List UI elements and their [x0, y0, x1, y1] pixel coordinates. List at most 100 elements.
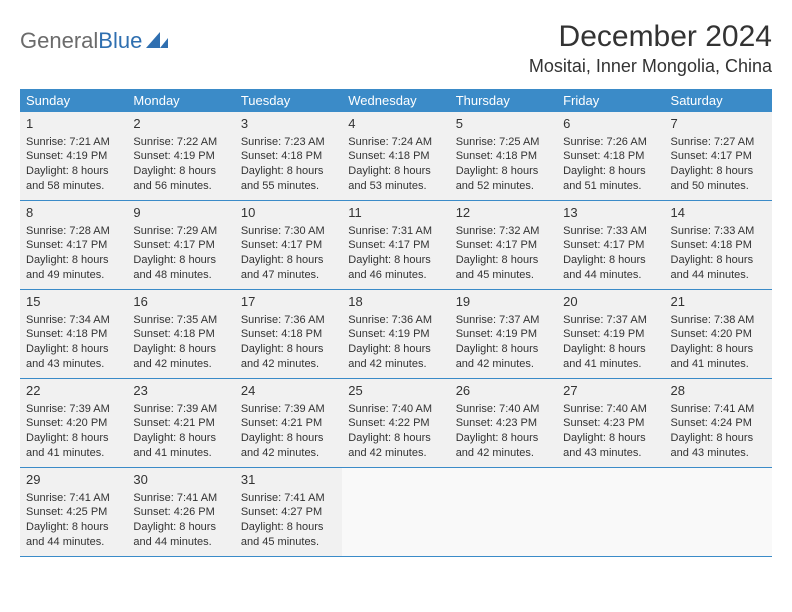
title-block: December 2024 Mositai, Inner Mongolia, C…: [529, 20, 772, 85]
day-info-line: and 47 minutes.: [241, 268, 336, 283]
day-cell: 14Sunrise: 7:33 AMSunset: 4:18 PMDayligh…: [665, 201, 772, 289]
day-info-line: Sunset: 4:17 PM: [26, 238, 121, 253]
day-info-line: and 42 minutes.: [348, 446, 443, 461]
day-info-line: and 44 minutes.: [563, 268, 658, 283]
day-info-line: Daylight: 8 hours: [241, 520, 336, 535]
day-cell: 13 Sunrise: 7:33 AMSunset: 4:17 PMDayligh…: [557, 201, 664, 289]
day-header-saturday: Saturday: [665, 89, 772, 112]
day-cell: [450, 468, 557, 556]
day-number: 24: [241, 382, 336, 400]
day-info-line: Sunset: 4:17 PM: [671, 149, 766, 164]
day-info-line: Daylight: 8 hours: [26, 431, 121, 446]
day-info-line: Sunset: 4:25 PM: [26, 505, 121, 520]
day-info-line: Sunset: 4:24 PM: [671, 416, 766, 431]
day-header-friday: Friday: [557, 89, 664, 112]
day-cell: 1Sunrise: 7:21 AMSunset: 4:19 PMDaylight…: [20, 112, 127, 200]
day-info-line: Daylight: 8 hours: [671, 253, 766, 268]
day-info-line: Sunset: 4:23 PM: [456, 416, 551, 431]
day-info-line: and 42 minutes.: [348, 357, 443, 372]
day-info-line: Daylight: 8 hours: [456, 164, 551, 179]
day-info-line: Daylight: 8 hours: [241, 253, 336, 268]
day-info-line: and 42 minutes.: [241, 446, 336, 461]
day-cell: 21 Sunrise: 7:38 AMSunset: 4:20 PMDayligh…: [665, 290, 772, 378]
day-number: 29: [26, 471, 121, 489]
day-info-line: Sunrise: 7:41 AM: [241, 491, 336, 506]
day-cell: 22Sunrise: 7:39 AMSunset: 4:20 PMDayligh…: [20, 379, 127, 467]
day-info-line: and 43 minutes.: [26, 357, 121, 372]
day-info-line: Daylight: 8 hours: [348, 342, 443, 357]
day-cell: 25Sunrise: 7:40 AMSunset: 4:22 PMDayligh…: [342, 379, 449, 467]
day-info-line: Daylight: 8 hours: [133, 253, 228, 268]
day-cell: [557, 468, 664, 556]
day-info-line: Sunrise: 7:39 AM: [26, 402, 121, 417]
day-header-tuesday: Tuesday: [235, 89, 342, 112]
day-number: 12: [456, 204, 551, 222]
day-info-line: and 49 minutes.: [26, 268, 121, 283]
day-number: 1: [26, 115, 121, 133]
day-info-line: Daylight: 8 hours: [348, 431, 443, 446]
day-info-line: and 43 minutes.: [671, 446, 766, 461]
day-info-line: Sunset: 4:27 PM: [241, 505, 336, 520]
day-info-line: Sunset: 4:18 PM: [456, 149, 551, 164]
day-info-line: Sunset: 4:17 PM: [456, 238, 551, 253]
day-number: 25: [348, 382, 443, 400]
day-info-line: Daylight: 8 hours: [133, 431, 228, 446]
day-number: 17: [241, 293, 336, 311]
day-cell: 4Sunrise: 7:24 AMSunset: 4:18 PMDaylight…: [342, 112, 449, 200]
day-info-line: Daylight: 8 hours: [133, 164, 228, 179]
day-header-row: Sunday Monday Tuesday Wednesday Thursday…: [20, 89, 772, 112]
day-info-line: Sunset: 4:20 PM: [671, 327, 766, 342]
day-info-line: and 44 minutes.: [671, 268, 766, 283]
week-row: 22Sunrise: 7:39 AMSunset: 4:20 PMDayligh…: [20, 379, 772, 468]
day-info-line: and 42 minutes.: [133, 357, 228, 372]
day-info-line: Sunrise: 7:40 AM: [348, 402, 443, 417]
day-info-line: and 44 minutes.: [133, 535, 228, 550]
day-info-line: Sunset: 4:19 PM: [563, 327, 658, 342]
day-info-line: Sunset: 4:21 PM: [241, 416, 336, 431]
day-info-line: Sunset: 4:18 PM: [671, 238, 766, 253]
day-info-line: and 55 minutes.: [241, 179, 336, 194]
day-info-line: Sunrise: 7:23 AM: [241, 135, 336, 150]
day-info-line: Sunset: 4:18 PM: [241, 327, 336, 342]
day-info-line: Sunset: 4:19 PM: [26, 149, 121, 164]
day-info-line: Sunrise: 7:38 AM: [671, 313, 766, 328]
day-info-line: Sunrise: 7:33 AM: [563, 224, 658, 239]
week-row: 29 Sunrise: 7:41 AM Sunset: 4:25 PM Dayligh…: [20, 468, 772, 557]
logo: GeneralBlue: [20, 20, 168, 54]
day-header-wednesday: Wednesday: [342, 89, 449, 112]
day-cell: 19Sunrise: 7:37 AMSunset: 4:19 PMDayligh…: [450, 290, 557, 378]
day-info-line: Daylight: 8 hours: [456, 431, 551, 446]
day-header-sunday: Sunday: [20, 89, 127, 112]
day-info-line: and 48 minutes.: [133, 268, 228, 283]
day-cell: 28Sunrise: 7:41 AMSunset: 4:24 PMDayligh…: [665, 379, 772, 467]
day-info-line: and 50 minutes.: [671, 179, 766, 194]
day-info-line: and 43 minutes.: [563, 446, 658, 461]
weeks-container: 1Sunrise: 7:21 AMSunset: 4:19 PMDaylight…: [20, 112, 772, 557]
day-cell: 11Sunrise: 7:31 AMSunset: 4:17 PMDayligh…: [342, 201, 449, 289]
day-info-line: and 41 minutes.: [671, 357, 766, 372]
day-info-line: Sunset: 4:17 PM: [563, 238, 658, 253]
day-number: 13: [563, 204, 658, 222]
day-info-line: Sunrise: 7:24 AM: [348, 135, 443, 150]
day-cell: 24Sunrise: 7:39 AMSunset: 4:21 PMDayligh…: [235, 379, 342, 467]
day-info-line: Sunset: 4:18 PM: [348, 149, 443, 164]
day-number: 21: [671, 293, 766, 311]
day-info-line: Sunset: 4:17 PM: [133, 238, 228, 253]
day-number: 26: [456, 382, 551, 400]
day-number: 4: [348, 115, 443, 133]
day-info-line: Sunset: 4:19 PM: [133, 149, 228, 164]
day-info-line: Sunrise: 7:41 AM: [133, 491, 228, 506]
day-info-line: and 41 minutes.: [133, 446, 228, 461]
calendar: Sunday Monday Tuesday Wednesday Thursday…: [20, 89, 772, 557]
day-number: 7: [671, 115, 766, 133]
day-info-line: Daylight: 8 hours: [671, 342, 766, 357]
day-info-line: Daylight: 8 hours: [671, 164, 766, 179]
day-number: 14: [671, 204, 766, 222]
day-info-line: Sunset: 4:17 PM: [241, 238, 336, 253]
day-number: 10: [241, 204, 336, 222]
day-info-line: Sunrise: 7:39 AM: [133, 402, 228, 417]
day-cell: 7Sunrise: 7:27 AMSunset: 4:17 PMDaylight…: [665, 112, 772, 200]
day-info-line: Daylight: 8 hours: [563, 253, 658, 268]
day-header-monday: Monday: [127, 89, 234, 112]
page-header: GeneralBlue December 2024 Mositai, Inner…: [20, 20, 772, 85]
